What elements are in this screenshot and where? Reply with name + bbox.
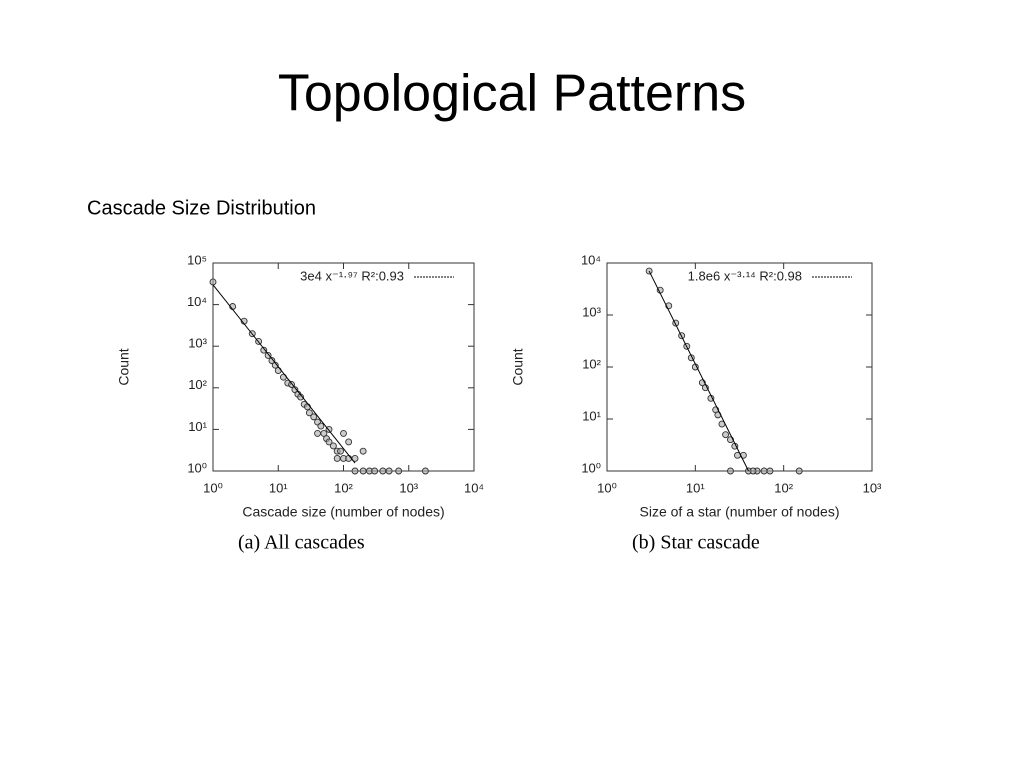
data-point <box>359 447 367 455</box>
x-tick-label: 10⁰ <box>597 480 617 495</box>
chart-caption: (b) Star cascade <box>632 532 760 554</box>
data-point <box>395 467 403 475</box>
data-point <box>421 467 429 475</box>
plot-frame <box>606 262 873 472</box>
data-point <box>310 413 318 421</box>
y-axis-label: Count <box>510 348 526 385</box>
data-point <box>351 467 359 475</box>
data-point <box>345 438 353 446</box>
legend-label: 3e4 x⁻¹·⁹⁷ R²:0.93 <box>300 268 404 283</box>
plot-frame <box>212 262 475 472</box>
y-tick-label: 10¹ <box>188 419 207 434</box>
legend-label: 1.8e6 x⁻³·¹⁴ R²:0.98 <box>688 268 802 283</box>
x-axis-label: Size of a star (number of nodes) <box>640 504 840 520</box>
data-point <box>260 346 268 354</box>
y-tick-label: 10⁵ <box>187 252 207 267</box>
data-point <box>760 467 768 475</box>
data-point <box>305 409 313 417</box>
y-tick-label: 10¹ <box>582 408 601 423</box>
data-point <box>795 467 803 475</box>
y-tick-label: 10⁰ <box>187 460 207 475</box>
data-point <box>385 467 393 475</box>
data-point <box>337 447 344 455</box>
chart: 10⁰ 10¹ 10² 10³ 10⁰ 10¹ 10² 10³ 10⁴ Size of a sta… <box>510 252 882 553</box>
slide-title: Topological Patterns <box>278 65 746 123</box>
x-tick-label: 10² <box>334 480 353 495</box>
x-axis-label: Cascade size (number of nodes) <box>242 504 444 520</box>
data-point <box>340 429 347 437</box>
data-point <box>333 455 341 462</box>
data-point <box>371 467 379 475</box>
data-point <box>268 357 276 365</box>
data-point <box>359 467 367 475</box>
y-tick-label: 10³ <box>188 336 207 351</box>
slide-subtitle: Cascade Size Distribution <box>87 197 316 219</box>
data-point <box>274 367 282 374</box>
y-tick-label: 10³ <box>582 304 601 319</box>
y-tick-label: 10⁴ <box>581 252 601 267</box>
data-point <box>727 467 734 475</box>
data-point <box>264 351 272 359</box>
data-point <box>766 467 774 475</box>
data-point <box>314 429 321 437</box>
y-axis-label: Count <box>116 348 132 385</box>
data-point <box>209 278 217 286</box>
x-tick-label: 10⁰ <box>203 480 223 495</box>
data-point <box>317 422 325 430</box>
chart-caption: (a) All cascades <box>238 532 365 554</box>
x-tick-label: 10⁴ <box>464 480 484 495</box>
x-tick-label: 10¹ <box>269 480 288 495</box>
x-tick-label: 10³ <box>863 480 882 495</box>
y-tick-label: 10⁴ <box>187 294 207 309</box>
x-tick-label: 10² <box>774 480 793 495</box>
y-tick-label: 10² <box>188 377 207 392</box>
fit-line <box>212 284 356 464</box>
data-point <box>329 442 337 450</box>
data-point <box>722 431 730 439</box>
x-tick-label: 10¹ <box>686 480 705 495</box>
data-point <box>749 467 757 475</box>
data-point <box>379 467 387 475</box>
y-tick-label: 10⁰ <box>581 460 601 475</box>
chart: 10⁰ 10¹ 10² 10³ 10⁴ 10⁰ 10¹ 10² 10³ 10⁴ 10⁵ Cascade… <box>116 252 484 553</box>
data-point <box>351 455 359 462</box>
x-tick-label: 10³ <box>399 480 418 495</box>
y-tick-label: 10² <box>582 356 601 371</box>
fit-line <box>648 270 749 472</box>
data-point <box>325 438 333 446</box>
